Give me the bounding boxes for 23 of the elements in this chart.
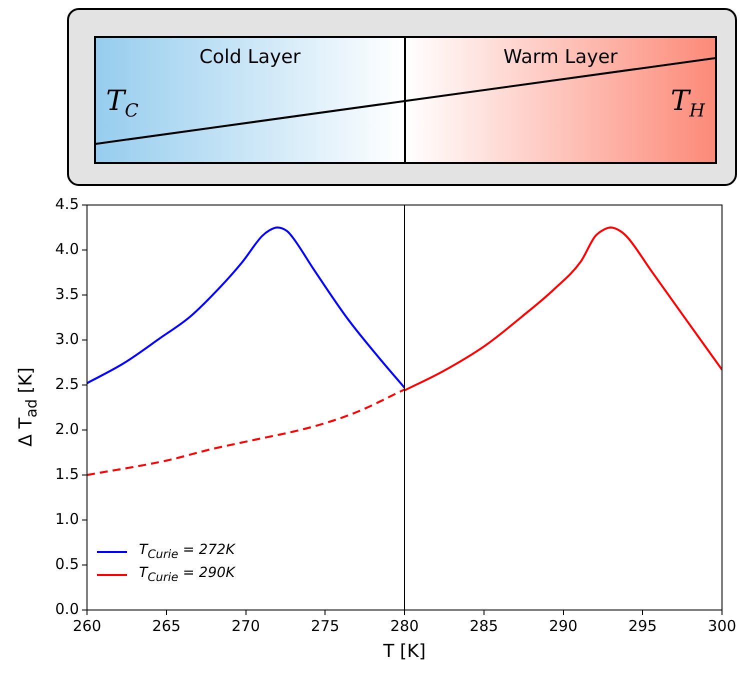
y-tick-label: 1.0 [55,510,79,528]
x-tick-label: 295 [628,616,657,635]
x-axis-title: T [K] [382,640,426,662]
x-tick-label: 275 [310,616,340,635]
y-tick-label: 3.5 [55,284,79,303]
legend-label: T$_{Curie}$ = 290K [139,565,235,584]
x-tick-label: 290 [548,616,578,635]
x-tick-label: 300 [708,616,736,635]
y-tick-label: 4.5 [55,194,79,213]
y-tick-label: 3.0 [55,330,79,348]
y-tick-label: 2.5 [55,374,79,393]
legend-label: T$_{Curie}$ = 272K [139,542,235,561]
layer-diagram: Cold Layer T$_{C}$ Warm Layer T$_{H}$ [67,8,737,186]
x-tick-label: 280 [390,616,419,635]
y-tick-label: 4.0 [55,240,79,258]
x-tick-label: 285 [470,616,498,635]
y-tick-label: 2.0 [55,420,79,438]
y-tick-label: 1.5 [55,464,79,483]
x-tick-label: 265 [152,616,181,635]
x-tick-label: 260 [72,616,102,635]
y-tick-label: 0.0 [55,600,79,618]
y-tick-label: 0.5 [55,554,79,573]
x-tick-label: 270 [231,616,260,635]
